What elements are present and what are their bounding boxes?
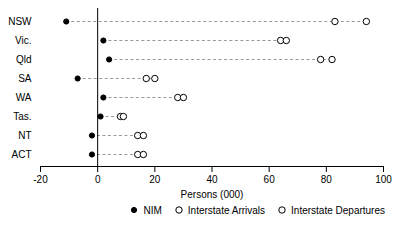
svg-text:Persons (000): Persons (000) (181, 189, 244, 200)
svg-text:Qld: Qld (16, 54, 32, 65)
svg-text:Vic.: Vic. (15, 35, 32, 46)
svg-text:NSW: NSW (8, 16, 32, 27)
html-text:Interstate Arrivals: Interstate Arrivals (187, 204, 266, 216)
svg-text:WA: WA (16, 92, 32, 103)
svg-text:40: 40 (206, 174, 218, 185)
svg-text:0: 0 (95, 174, 101, 185)
svg-text:80: 80 (321, 174, 333, 185)
svg-text:60: 60 (264, 174, 276, 185)
svg-text:20: 20 (149, 174, 161, 185)
html-text:NIM: NIM (143, 204, 162, 216)
svg-text:ACT: ACT (12, 149, 32, 160)
html-text:Interstate Departures: Interstate Departures (291, 204, 385, 216)
svg-text:-20: -20 (33, 174, 48, 185)
svg-text:SA: SA (18, 73, 32, 84)
svg-text:NT: NT (18, 130, 31, 141)
svg-text:Tas.: Tas. (13, 111, 31, 122)
svg-text:100: 100 (375, 174, 392, 185)
